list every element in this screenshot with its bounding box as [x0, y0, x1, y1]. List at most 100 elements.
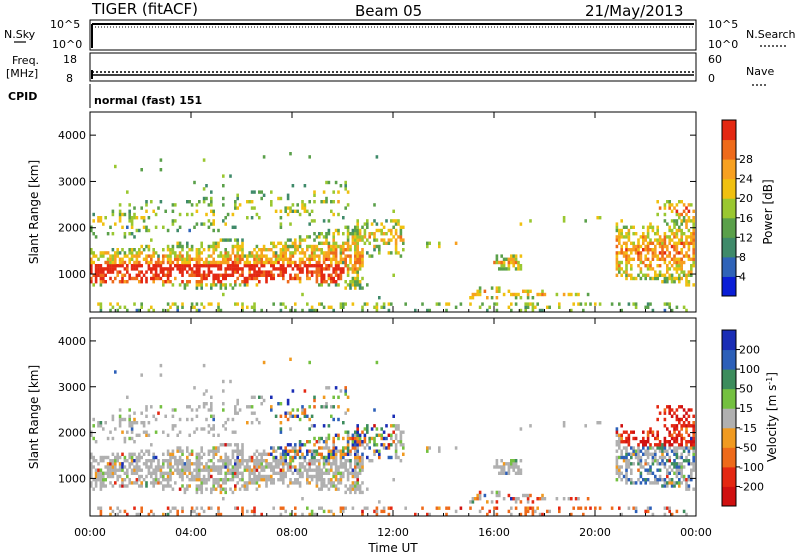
- power-cell: [279, 222, 283, 226]
- velocity-cell: [334, 459, 338, 463]
- power-cell: [308, 260, 311, 265]
- power-cell: [692, 283, 695, 287]
- power-cell: [675, 203, 679, 207]
- power-cell: [668, 200, 671, 204]
- power-cell: [490, 286, 494, 290]
- velocity-cell: [315, 481, 319, 485]
- velocity-cell: [279, 430, 283, 434]
- velocity-cell: [99, 471, 103, 475]
- velocity-cell: [121, 468, 124, 472]
- power-cell: [90, 270, 93, 274]
- power-cell: [241, 241, 244, 245]
- velocity-cell: [690, 408, 693, 412]
- velocity-cell: [392, 440, 395, 444]
- power-cell: [190, 267, 194, 271]
- velocity-cell: [673, 424, 676, 428]
- velocity-cell: [670, 443, 674, 447]
- velocity-cell: [327, 471, 331, 475]
- power-cell: [255, 276, 259, 281]
- power-cell: [250, 264, 254, 268]
- power-cell: [157, 260, 160, 265]
- power-cell: [298, 267, 302, 271]
- colorbar-segment: [722, 388, 736, 409]
- velocity-cell: [356, 427, 359, 431]
- power-cell: [661, 248, 664, 252]
- power-cell: [212, 241, 215, 245]
- power-cell: [361, 286, 364, 290]
- velocity-cell: [630, 478, 633, 482]
- power-cell: [243, 283, 247, 287]
- velocity-cell: [618, 443, 621, 447]
- power-cell: [310, 251, 314, 255]
- power-cell: [469, 296, 472, 300]
- velocity-cell: [478, 493, 482, 498]
- power-cell: [106, 232, 110, 236]
- velocity-cell: [327, 478, 331, 482]
- velocity-cell: [666, 506, 669, 510]
- power-cell: [205, 264, 208, 268]
- velocity-cell: [634, 452, 638, 456]
- velocity-cell: [308, 427, 311, 431]
- power-cell: [90, 276, 93, 281]
- power-cell: [135, 276, 139, 281]
- velocity-cell: [291, 449, 295, 453]
- velocity-cell: [656, 462, 659, 466]
- power-cell: [123, 235, 127, 239]
- velocity-cell: [111, 484, 115, 488]
- velocity-cell: [169, 468, 172, 472]
- velocity-cell: [210, 449, 213, 453]
- power-cell: [673, 206, 676, 210]
- velocity-cell: [318, 474, 321, 479]
- power-cell: [262, 273, 266, 277]
- velocity-cell: [130, 471, 134, 475]
- power-cell: [289, 308, 292, 313]
- power-cell: [145, 276, 148, 281]
- power-cell: [334, 244, 338, 249]
- velocity-cell: [130, 481, 134, 485]
- power-cell: [162, 267, 165, 271]
- velocity-cell: [111, 436, 115, 441]
- power-cell: [546, 305, 549, 309]
- power-cell: [637, 251, 640, 255]
- velocity-cell: [286, 449, 290, 453]
- velocity-cell: [234, 462, 237, 466]
- velocity-cell: [246, 484, 249, 488]
- velocity-cell: [181, 468, 184, 472]
- power-cell: [493, 302, 496, 306]
- velocity-cell: [97, 462, 100, 466]
- power-cell: [157, 276, 160, 281]
- power-cell: [262, 260, 266, 265]
- power-cell: [399, 235, 403, 239]
- velocity-cell: [692, 468, 695, 472]
- power-cell: [114, 267, 117, 271]
- power-cell: [692, 222, 695, 226]
- velocity-cell: [140, 468, 143, 472]
- velocity-colorbar-tick-label: 50: [739, 383, 753, 396]
- power-cell: [332, 238, 335, 242]
- power-cell: [217, 228, 220, 233]
- velocity-cell: [618, 471, 621, 475]
- velocity-cell: [361, 509, 364, 514]
- power-cell: [265, 270, 268, 274]
- power-cell: [690, 273, 693, 277]
- power-cell: [368, 232, 371, 236]
- velocity-cell: [500, 459, 503, 463]
- power-cell: [342, 270, 345, 274]
- velocity-cell: [306, 471, 309, 475]
- power-cell: [392, 235, 395, 239]
- velocity-cell: [510, 512, 513, 517]
- power-cell: [279, 264, 283, 268]
- velocity-cell: [354, 465, 357, 469]
- velocity-cell: [435, 506, 439, 510]
- power-cell: [99, 305, 103, 309]
- power-cell: [99, 254, 103, 258]
- velocity-cell: [661, 459, 664, 463]
- velocity-cell: [344, 452, 347, 456]
- velocity-cell: [685, 512, 688, 517]
- power-cell: [291, 276, 295, 281]
- power-cell: [680, 276, 683, 281]
- velocity-cell: [248, 468, 251, 472]
- power-cell: [644, 273, 647, 277]
- velocity-cell: [531, 500, 535, 504]
- power-cell: [454, 241, 458, 245]
